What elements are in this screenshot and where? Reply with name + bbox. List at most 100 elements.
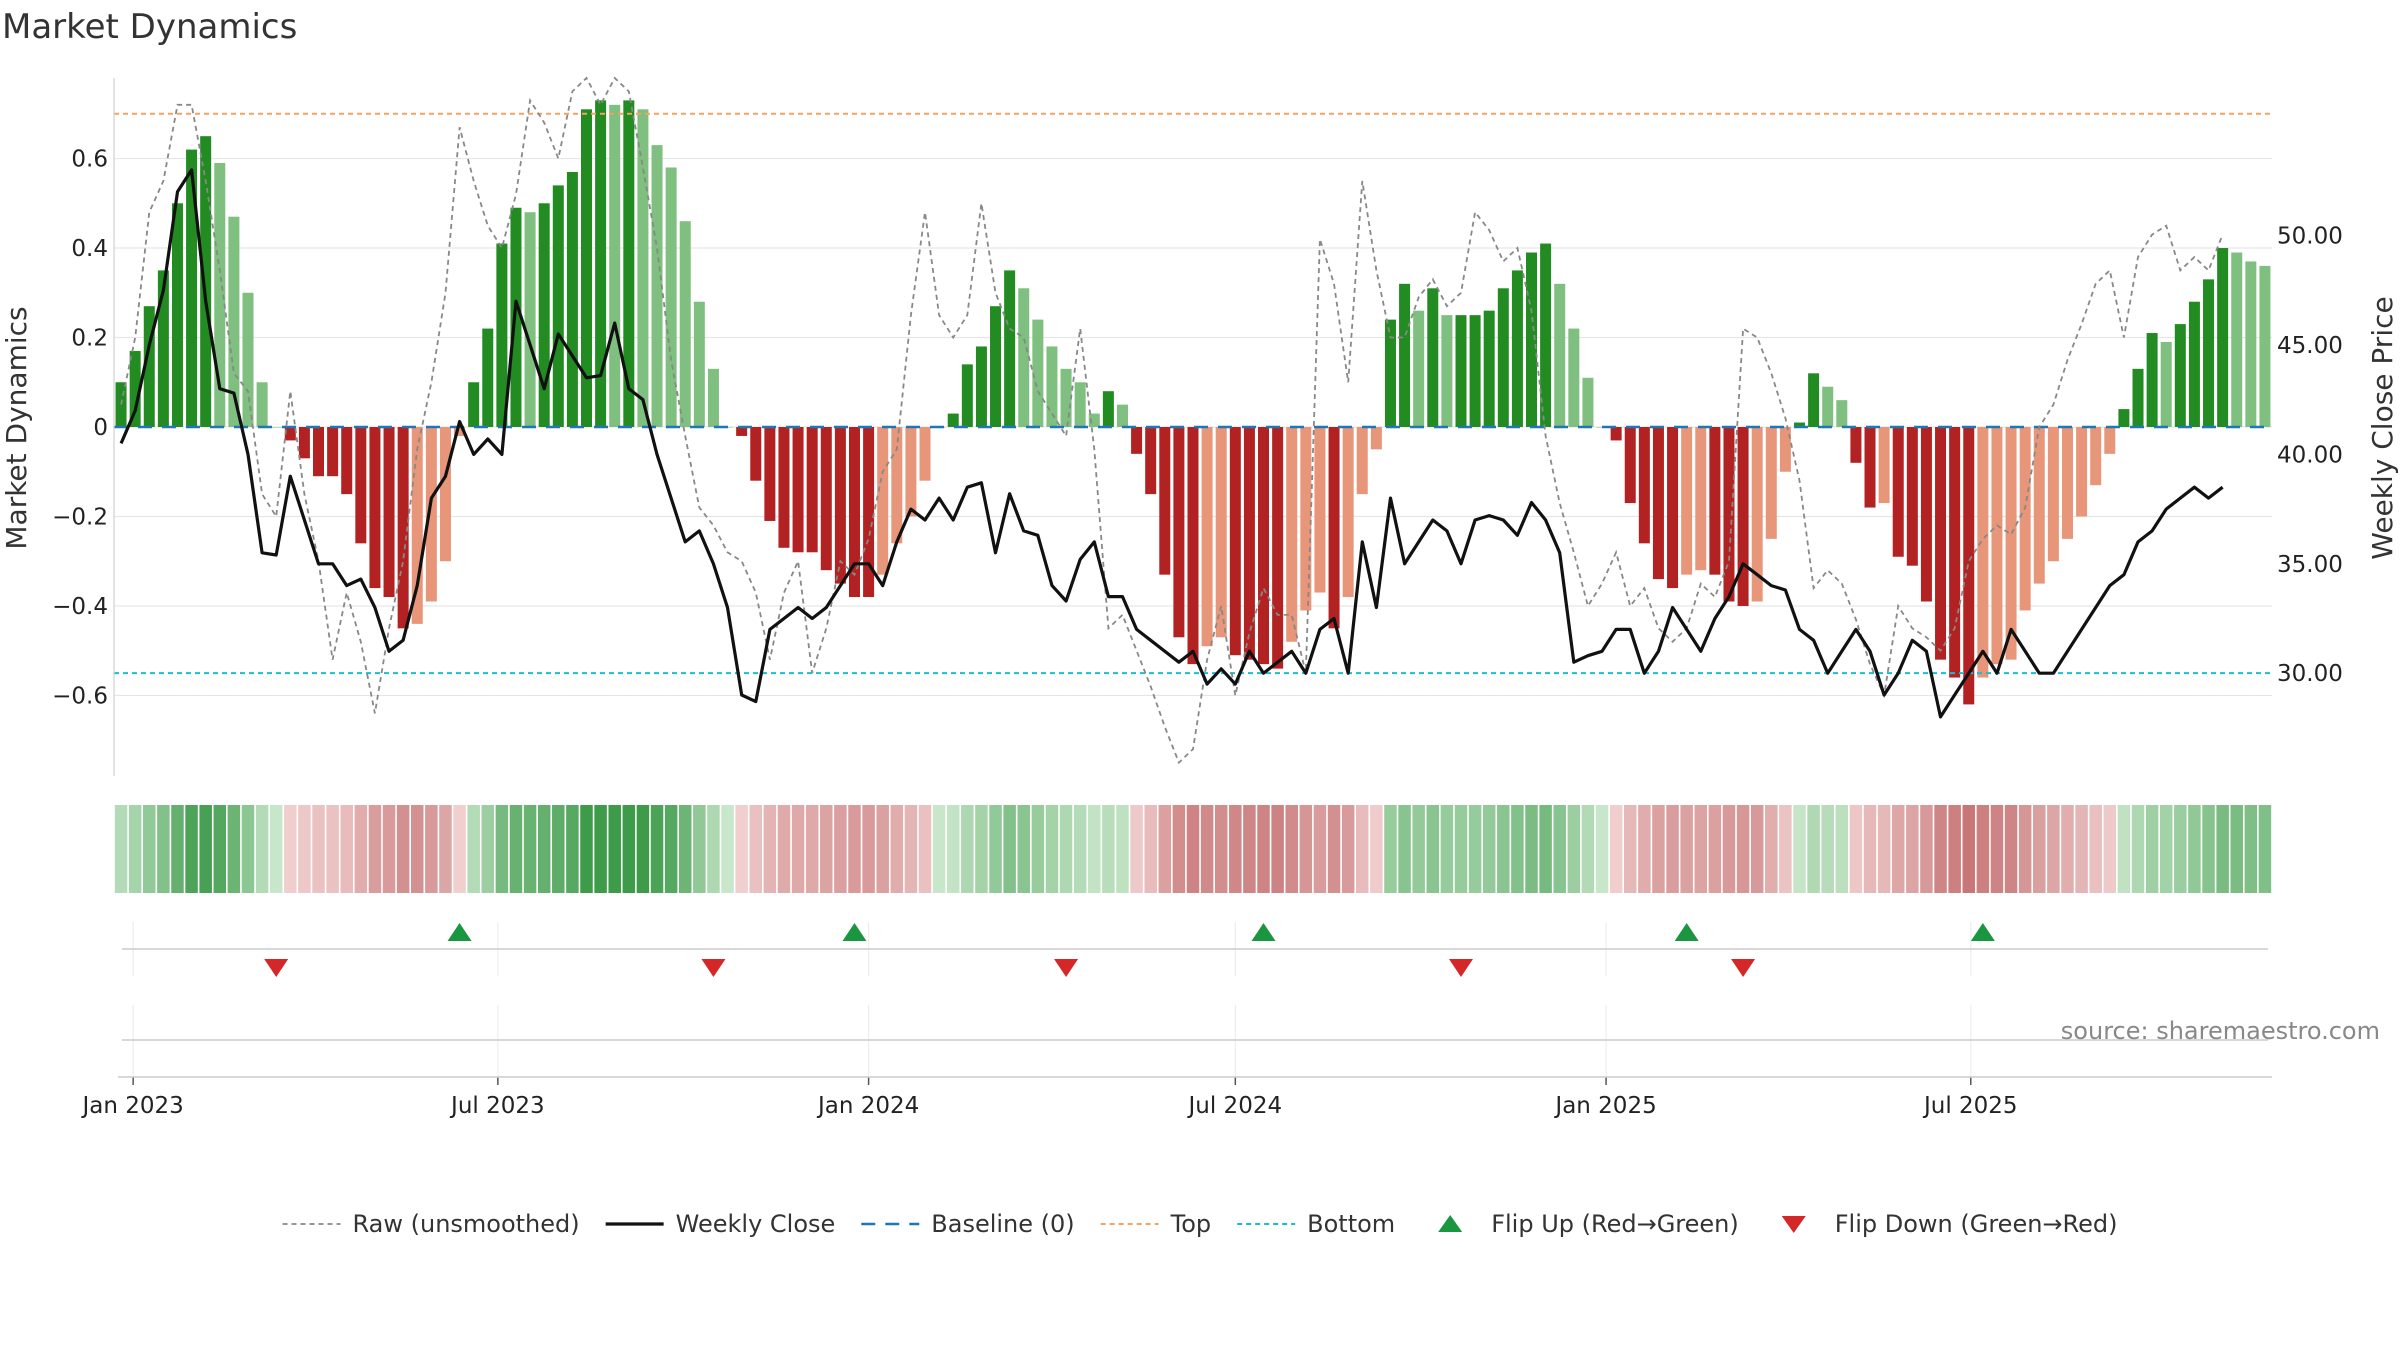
bar xyxy=(975,346,987,427)
flip-down-marker xyxy=(1448,959,1473,977)
flip-down-marker xyxy=(1731,959,1756,977)
bar xyxy=(1342,427,1354,598)
bar xyxy=(2174,324,2186,427)
bar xyxy=(200,136,212,427)
regime-cell xyxy=(284,805,297,893)
bar xyxy=(397,427,409,629)
regime-cell xyxy=(425,805,438,893)
regime-cell xyxy=(1426,805,1440,893)
regime-cell xyxy=(678,805,692,893)
bar xyxy=(1878,427,1890,504)
bar xyxy=(581,109,593,428)
bar xyxy=(1483,310,1495,427)
bar xyxy=(186,149,198,428)
bar xyxy=(2005,427,2017,660)
regime-cell xyxy=(2061,805,2074,893)
bar xyxy=(877,427,889,575)
chart-title: Market Dynamics xyxy=(2,7,297,47)
regime-cell xyxy=(2230,805,2243,893)
y2-tick-label: 30.00 xyxy=(2277,661,2343,687)
regime-cell xyxy=(1934,805,1947,893)
regime-cell xyxy=(1384,805,1397,893)
bar xyxy=(1215,427,1227,638)
bar xyxy=(1737,427,1749,606)
bar xyxy=(1413,310,1425,427)
regime-cell xyxy=(1186,805,1200,893)
bar xyxy=(1455,315,1467,427)
regime-cell xyxy=(255,805,269,893)
bar xyxy=(806,427,818,553)
regime-cell xyxy=(1920,805,1933,893)
regime-cell xyxy=(439,805,452,893)
regime-cell xyxy=(721,805,734,893)
bar xyxy=(1032,319,1044,427)
bar xyxy=(1441,315,1453,427)
y-tick-label: −0.4 xyxy=(52,594,108,620)
bar xyxy=(1836,400,1848,427)
bar xyxy=(1497,288,1509,427)
bar xyxy=(609,104,621,427)
bar xyxy=(990,306,1002,427)
regime-cell xyxy=(326,805,339,893)
bar xyxy=(1540,243,1552,427)
regime-cell xyxy=(1779,805,1792,893)
bar xyxy=(1102,391,1114,427)
regime-cell xyxy=(410,805,424,893)
source-label: source: sharemaestro.com xyxy=(2061,1017,2380,1045)
bar xyxy=(341,427,353,495)
regime-cell xyxy=(848,805,861,893)
bar xyxy=(623,100,635,427)
regime-cell xyxy=(650,805,664,893)
x-tick-label: Jul 2024 xyxy=(1187,1093,1283,1119)
regime-cell xyxy=(1059,805,1073,893)
legend-item: Top xyxy=(1100,1210,1211,1238)
bar xyxy=(2033,427,2045,584)
regime-cell xyxy=(382,805,396,893)
y-tick-label: 0.4 xyxy=(71,236,108,262)
regime-cell xyxy=(312,805,325,893)
bar xyxy=(679,221,691,427)
legend-item: Raw (unsmoothed) xyxy=(282,1210,580,1238)
bar xyxy=(834,427,846,584)
regime-cell xyxy=(1116,805,1129,893)
regime-cell xyxy=(932,805,946,893)
regime-cell xyxy=(735,805,748,893)
regime-cell xyxy=(636,805,650,893)
bar xyxy=(750,427,762,481)
bar xyxy=(1864,427,1876,508)
x-axis: Jan 2023 Jul 2023 Jan 2024 Jul 2024 Jan 2025… xyxy=(80,1076,2272,1119)
bar xyxy=(552,185,564,427)
bar xyxy=(129,350,141,427)
bar xyxy=(736,427,748,436)
bar xyxy=(538,203,550,427)
regime-cell xyxy=(1031,805,1045,893)
bar xyxy=(1949,427,1961,678)
bar xyxy=(228,216,240,427)
bar xyxy=(2203,279,2215,427)
legend-item: Weekly Close xyxy=(605,1210,835,1238)
legend-label: Flip Up (Red→Green) xyxy=(1491,1210,1739,1238)
regime-cell xyxy=(1271,805,1284,893)
bar xyxy=(171,203,183,427)
regime-cell xyxy=(664,805,678,893)
bar xyxy=(637,109,649,428)
bar xyxy=(1258,427,1270,665)
bar xyxy=(566,171,578,427)
regime-cell xyxy=(368,805,382,893)
legend-item: Flip Down (Green→Red) xyxy=(1781,1210,2117,1238)
regime-cell xyxy=(1285,805,1298,893)
flip-up-marker xyxy=(447,923,472,941)
regime-cell xyxy=(1976,805,1990,893)
bar xyxy=(905,427,917,517)
y2-tick-label: 45.00 xyxy=(2277,333,2343,359)
regime-cell xyxy=(509,805,523,893)
bar xyxy=(792,427,804,553)
regime-cell xyxy=(1962,805,1976,893)
bar xyxy=(2188,301,2200,427)
bar xyxy=(947,413,959,427)
bar xyxy=(1568,328,1580,427)
regime-cell xyxy=(552,805,565,893)
regime-cell xyxy=(622,805,636,893)
legend-label: Bottom xyxy=(1307,1210,1395,1238)
regime-cell xyxy=(1214,805,1228,893)
